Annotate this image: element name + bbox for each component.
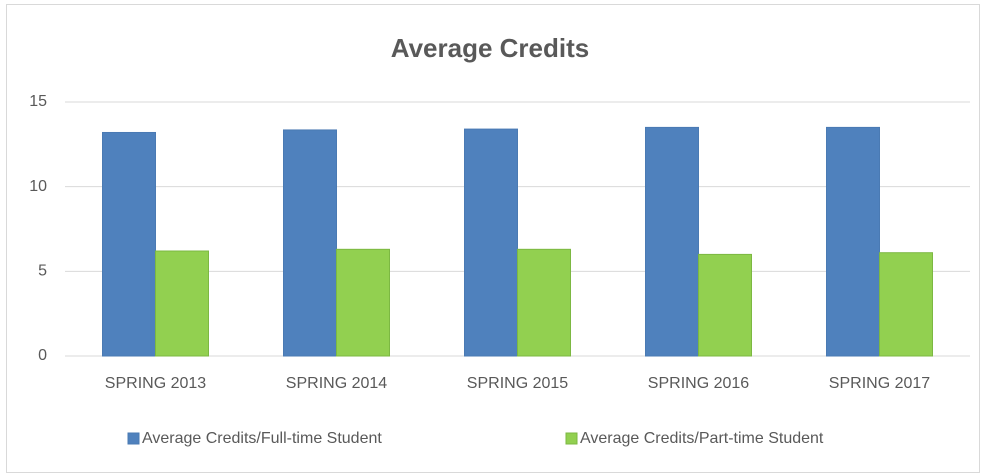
bar [336, 248, 390, 357]
bar [879, 252, 933, 357]
y-tick-label: 0 [38, 347, 47, 364]
y-tick-label: 15 [29, 93, 47, 110]
x-tick-label: SPRING 2017 [829, 375, 930, 392]
bar [283, 129, 337, 357]
bar [698, 253, 752, 357]
x-tick-label: SPRING 2016 [648, 375, 749, 392]
x-tick-label: SPRING 2014 [286, 375, 387, 392]
bar [826, 126, 880, 357]
x-tick-label: SPRING 2015 [467, 375, 568, 392]
x-tick-label: SPRING 2013 [105, 375, 206, 392]
legend-swatch [127, 432, 140, 445]
chart-title: Average Credits [391, 33, 589, 63]
y-tick-label: 5 [38, 263, 47, 280]
legend-swatch [565, 432, 578, 445]
bar [464, 128, 518, 357]
legend-label: Average Credits/Full-time Student [142, 430, 382, 447]
bar [102, 131, 156, 357]
bar [155, 250, 209, 357]
bar [645, 126, 699, 357]
legend-label: Average Credits/Part-time Student [580, 430, 824, 447]
y-tick-label: 10 [29, 178, 47, 195]
bar [517, 248, 571, 357]
